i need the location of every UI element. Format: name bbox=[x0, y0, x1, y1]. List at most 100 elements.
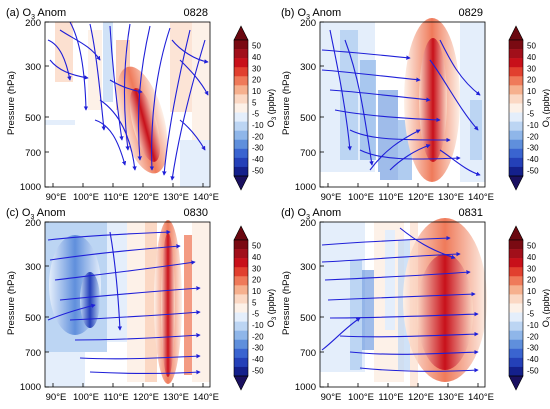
colorbar-tick-label: -50 bbox=[252, 166, 264, 175]
xtick-label: 140°E bbox=[468, 192, 494, 203]
ytick-label: 200 bbox=[300, 18, 316, 29]
ytick-label: 700 bbox=[300, 348, 316, 359]
colorbar-tick-label: 20 bbox=[252, 76, 261, 85]
xtick-label: 120°E bbox=[408, 192, 434, 203]
colorbar-segment bbox=[509, 148, 523, 159]
panel-b-frame bbox=[319, 21, 486, 188]
colorbar-segment bbox=[234, 249, 248, 259]
colorbar-segment bbox=[509, 85, 523, 95]
colorbar: 50 40 30 20 10 5 -5 -10 -20 -30 -40 -50 O3 (ppbv) bbox=[233, 25, 278, 191]
colorbar-tick-label: 10 bbox=[527, 287, 536, 296]
panel-c-ticks bbox=[45, 221, 204, 388]
colorbar-tick-label: -10 bbox=[527, 321, 539, 330]
colorbar-tick-label: -30 bbox=[252, 344, 264, 353]
colorbar-tick-label: -40 bbox=[527, 155, 539, 164]
ytick-label: 700 bbox=[300, 148, 316, 159]
colorbar-segment bbox=[234, 240, 248, 250]
xtick-label: 130°E bbox=[438, 392, 464, 403]
panel-c-field bbox=[45, 220, 210, 387]
colorbar-top-tip bbox=[508, 225, 524, 241]
colorbar-segment bbox=[234, 267, 248, 277]
panel-b-ylabel: Pressure (hPa) bbox=[281, 71, 292, 135]
ytick-label: 500 bbox=[25, 313, 41, 324]
colorbar-segment bbox=[234, 49, 248, 59]
colorbar-segment bbox=[234, 285, 248, 295]
xtick-label: 120°E bbox=[133, 192, 159, 203]
colorbar-tick-label: 5 bbox=[527, 298, 532, 307]
panel-c-xtick-labels: 90°E 100°E 110°E 120°E 130°E 140°E bbox=[46, 392, 219, 403]
colorbar-label: O3 (ppbv) bbox=[541, 89, 550, 127]
colorbar-segment bbox=[234, 58, 248, 68]
colorbars: 50 40 30 20 10 5 -5 -10 -20 -30 -40 -50 O3 (ppbv) 50 4… bbox=[233, 25, 550, 391]
colorbar-segment bbox=[234, 130, 248, 141]
colorbar-frame bbox=[233, 39, 249, 177]
xtick-label: 110°E bbox=[378, 192, 403, 203]
colorbar-segment bbox=[509, 357, 523, 368]
panel-a-ticks bbox=[45, 21, 204, 188]
colorbar-segment bbox=[234, 357, 248, 368]
colorbar-top-tip bbox=[508, 25, 524, 41]
colorbar-bottom-tip bbox=[508, 375, 524, 391]
colorbar-segment bbox=[509, 303, 523, 313]
colorbar-tick-label: -5 bbox=[527, 110, 535, 119]
colorbar-tick-label: 10 bbox=[527, 87, 536, 96]
colorbar-tick-label: 20 bbox=[252, 276, 261, 285]
ytick-label: 200 bbox=[25, 18, 41, 29]
colorbar-tick-label: 30 bbox=[252, 264, 261, 273]
panel-b-field bbox=[320, 18, 485, 187]
panel-d: (d) O3 Anom 0831 Pressure (hPa) 200 300 … bbox=[281, 207, 494, 403]
colorbar-segment bbox=[509, 348, 523, 359]
xtick-label: 100°E bbox=[348, 392, 374, 403]
panel-d-ticks bbox=[320, 221, 479, 388]
xtick-label: 100°E bbox=[73, 392, 99, 403]
ytick-label: 200 bbox=[25, 218, 41, 229]
colorbar-tick-label: -10 bbox=[252, 321, 264, 330]
colorbar-tick-label: 20 bbox=[527, 76, 536, 85]
ytick-label: 1000 bbox=[20, 382, 41, 393]
colorbar-tick-label: 30 bbox=[527, 264, 536, 273]
colorbar-label: O3 (ppbv) bbox=[266, 289, 278, 327]
colorbar-segment bbox=[509, 76, 523, 86]
colorbar-segment bbox=[509, 112, 523, 122]
panel-c-ylabel: Pressure (hPa) bbox=[6, 271, 17, 335]
colorbar-segment bbox=[234, 294, 248, 304]
xtick-label: 90°E bbox=[46, 392, 67, 403]
colorbar-tick-label: 50 bbox=[527, 42, 536, 51]
colorbar-tick-label: -20 bbox=[252, 132, 264, 141]
colorbar-tick-label: 40 bbox=[252, 253, 261, 262]
colorbar-tick-label: 5 bbox=[252, 298, 257, 307]
ytick-label: 300 bbox=[300, 262, 316, 273]
colorbar-segment bbox=[234, 258, 248, 268]
xtick-label: 120°E bbox=[133, 392, 159, 403]
colorbar-segment bbox=[509, 249, 523, 259]
panel-a-field bbox=[45, 22, 210, 187]
colorbar-segment bbox=[509, 58, 523, 68]
colorbar-tick-label: -5 bbox=[252, 310, 260, 319]
panel-d-xtick-labels: 90°E 100°E 110°E 120°E 130°E 140°E bbox=[321, 392, 494, 403]
colorbar-tick-label: -30 bbox=[252, 144, 264, 153]
colorbar-frame bbox=[233, 239, 249, 377]
xtick-label: 120°E bbox=[408, 392, 434, 403]
colorbar-tick-label: 20 bbox=[527, 276, 536, 285]
panel-b-streamlines bbox=[321, 29, 481, 176]
colorbar-tick-label: 50 bbox=[527, 242, 536, 251]
colorbar-tick-label: 30 bbox=[252, 64, 261, 73]
panel-d-frame bbox=[319, 221, 486, 388]
colorbar-tick-label: 5 bbox=[527, 98, 532, 107]
ytick-label: 1000 bbox=[295, 382, 316, 393]
xtick-label: 130°E bbox=[163, 392, 189, 403]
colorbar-tick-label: 40 bbox=[527, 53, 536, 62]
panel-d-field bbox=[320, 218, 487, 387]
colorbar-segment bbox=[509, 240, 523, 250]
colorbar-segment bbox=[234, 166, 248, 177]
panel-a-title: (a) O3 Anom bbox=[6, 7, 66, 21]
colorbar: 50 40 30 20 10 5 -5 -10 -20 -30 -40 -50 O3 (ppbv) bbox=[233, 225, 278, 391]
panel-b-xtick-labels: 90°E 100°E 110°E 120°E 130°E 140°E bbox=[321, 192, 494, 203]
colorbar-segment bbox=[234, 330, 248, 341]
ytick-label: 500 bbox=[25, 113, 41, 124]
panel-d-date: 0831 bbox=[459, 207, 483, 219]
xtick-label: 100°E bbox=[348, 192, 374, 203]
colorbar-segment bbox=[509, 40, 523, 50]
panel-c-title: (c) O3 Anom bbox=[6, 207, 66, 221]
